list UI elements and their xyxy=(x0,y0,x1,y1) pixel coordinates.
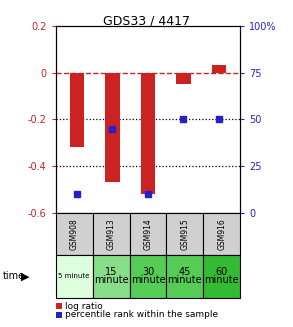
Bar xyxy=(141,73,155,194)
Text: 15: 15 xyxy=(105,267,117,277)
Text: minute: minute xyxy=(168,275,202,284)
Bar xyxy=(176,73,190,84)
Text: GSM913: GSM913 xyxy=(107,218,115,250)
Text: GSM916: GSM916 xyxy=(217,218,226,250)
Text: GSM914: GSM914 xyxy=(144,218,152,250)
Text: minute: minute xyxy=(131,275,165,284)
Text: 45: 45 xyxy=(179,267,191,277)
Bar xyxy=(212,65,226,73)
Text: 60: 60 xyxy=(216,267,228,277)
Text: 5 minute: 5 minute xyxy=(58,273,90,279)
Text: GSM915: GSM915 xyxy=(180,218,189,250)
Text: GDS33 / 4417: GDS33 / 4417 xyxy=(103,15,190,28)
Bar xyxy=(105,73,120,182)
Text: time: time xyxy=(3,271,25,281)
Bar xyxy=(70,73,84,147)
Text: log ratio: log ratio xyxy=(65,301,103,311)
Text: ▶: ▶ xyxy=(21,271,29,281)
Text: minute: minute xyxy=(205,275,239,284)
Text: 30: 30 xyxy=(142,267,154,277)
Text: minute: minute xyxy=(94,275,128,284)
Text: percentile rank within the sample: percentile rank within the sample xyxy=(65,310,218,319)
Text: GSM908: GSM908 xyxy=(70,218,79,250)
